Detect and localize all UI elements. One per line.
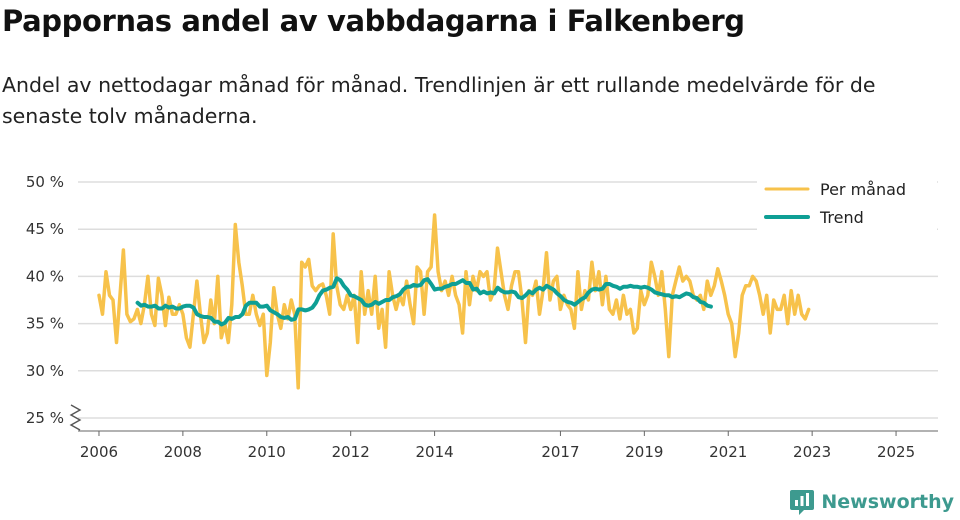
x-tick-label: 2008	[164, 443, 202, 461]
newsworthy-logo-icon	[790, 490, 815, 515]
x-tick-label: 2021	[709, 443, 747, 461]
x-tick-label: 2017	[541, 443, 579, 461]
legend: Per månad Trend	[757, 172, 937, 236]
x-tick-label: 2014	[415, 443, 453, 461]
x-tick-label: 2012	[332, 443, 370, 461]
chart-title: Pappornas andel av vabbdagarna i Falkenb…	[2, 4, 745, 38]
axis-break-icon	[69, 404, 82, 431]
x-tick-label: 2010	[248, 443, 286, 461]
x-tick-label: 2019	[625, 443, 663, 461]
x-tick-label: 2023	[793, 443, 831, 461]
series-line-trend	[135, 276, 713, 327]
y-tick-label: 50 %	[26, 173, 64, 191]
axes: 25 % 30 % 35 % 40 % 45 % 50 % 2006 2008 2010 2012…	[26, 173, 938, 461]
brand-footer: Newsworthy	[789, 488, 954, 516]
legend-label-trend: Trend	[819, 208, 864, 227]
series-lines	[97, 213, 811, 390]
x-tick-label: 2025	[877, 443, 915, 461]
x-tick-label: 2006	[80, 443, 118, 461]
brand-name: Newsworthy	[821, 491, 954, 513]
y-tick-label: 30 %	[26, 362, 64, 380]
y-tick-label: 45 %	[26, 220, 64, 238]
y-tick-label: 35 %	[26, 315, 64, 333]
y-tick-label: 40 %	[26, 267, 64, 285]
legend-background	[757, 172, 937, 236]
legend-label-per-manad: Per månad	[820, 180, 906, 199]
y-tick-label: 25 %	[26, 409, 64, 427]
chart-subtitle: Andel av nettodagar månad för månad. Tre…	[2, 73, 876, 128]
